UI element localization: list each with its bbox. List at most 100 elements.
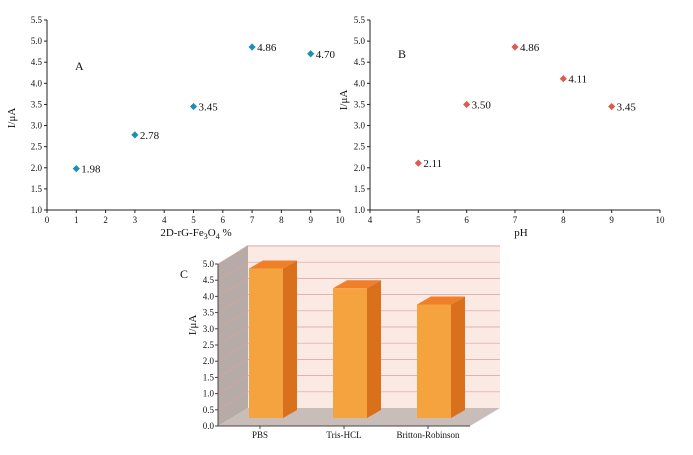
panel-a-point-label: 4.86 xyxy=(257,42,277,54)
panel-c-y-tick-label: 5.0 xyxy=(203,259,215,269)
panel-a-grid-frame xyxy=(46,20,340,211)
panel-a-x-tick-label: 7 xyxy=(250,215,255,225)
panel-a-point xyxy=(248,43,256,51)
panel-a-xlabel-prefix: 2D-rG-Fe xyxy=(160,227,203,239)
panel-c-bar-top xyxy=(249,260,297,269)
panel-b-y-axis-label: I/μA xyxy=(338,90,350,111)
panel-c-bars xyxy=(249,260,465,418)
panel-b-point-label: 3.45 xyxy=(617,102,637,114)
panel-b-x-axis-label: pH xyxy=(514,227,528,239)
panel-c-bar-front xyxy=(249,268,283,418)
panel-a-point-label: 3.45 xyxy=(199,102,219,114)
panel-c-side-wall xyxy=(218,245,248,426)
panel-c-bar-front xyxy=(417,304,451,418)
panel-a-y-tick-label: 3.0 xyxy=(31,121,43,131)
panel-a-y-tick-label: 2.5 xyxy=(31,142,43,152)
panel-b-y-tick-label: 1.5 xyxy=(354,184,366,194)
panel-b-point-label: 2.11 xyxy=(423,158,442,170)
panel-c-y-tick-label: 3.0 xyxy=(203,324,215,334)
panel-b-y-tick-label: 5.5 xyxy=(354,15,366,25)
panel-b: 1.01.52.02.53.03.54.04.55.05.5 4 5 6 7 8 9 10 … xyxy=(338,15,665,239)
panel-a-point xyxy=(131,131,139,139)
panel-c-x-tick-label: Britton-Robinson xyxy=(396,430,460,440)
panel-b-y-tick-label: 5.0 xyxy=(354,36,366,46)
panel-c-bar xyxy=(417,296,465,418)
panel-a-x-tick-label: 9 xyxy=(308,215,313,225)
panel-b-y-tick-label: 4.0 xyxy=(354,78,366,88)
panel-c-y-tick-label: 1.0 xyxy=(203,389,215,399)
panel-b-point xyxy=(414,159,422,167)
panel-a-x-tick-label: 10 xyxy=(336,215,346,225)
panel-a-y-tick-label: 5.0 xyxy=(31,36,43,46)
panel-b-point-label: 4.86 xyxy=(520,42,540,54)
panel-c-y-tick-label: 2.0 xyxy=(203,356,215,366)
panel-a-y-tick-label: 3.5 xyxy=(31,99,43,109)
panel-c-bar xyxy=(333,280,381,418)
panel-a-point-label: 2.78 xyxy=(140,130,160,142)
panel-a-x-tick-label: 8 xyxy=(279,215,284,225)
panel-b-y-tick-label: 3.5 xyxy=(354,99,366,109)
panel-a-xlabel-sub2: 4 xyxy=(216,232,220,241)
panel-b-x-tick-label: 5 xyxy=(416,215,421,225)
panel-b-label: B xyxy=(398,47,406,61)
panel-c-y-tick-label: 2.5 xyxy=(203,340,215,350)
panel-b-x-tick-label: 10 xyxy=(656,215,666,225)
panel-b-points: 2.11 3.50 4.86 4.11 3.45 xyxy=(414,42,637,170)
panel-c-y-axis-label: I/μA xyxy=(187,315,199,336)
panel-b-point xyxy=(608,102,616,111)
panel-a-y-tick-label: 4.0 xyxy=(31,78,43,88)
panel-c-gridline-side xyxy=(217,326,249,346)
panel-c-y-tick-label: 4.5 xyxy=(203,275,215,285)
panel-c-label: C xyxy=(180,267,188,281)
panel-b-x-tick-label: 4 xyxy=(368,215,373,225)
panel-a-x-tick-label: 4 xyxy=(162,215,167,225)
panel-a-y-ticks: 1.0 1.5 2.0 2.5 3.0 3.5 4.0 4.5 5.0 5.5 xyxy=(31,15,47,215)
panel-c-bar-side xyxy=(367,280,381,418)
panel-a-y-tick-label: 1.0 xyxy=(31,205,43,215)
panel-c-x-ticks: PBS Tris-HCL Britton-Robinson xyxy=(252,426,460,440)
panel-b-y-tick-label: 3.0 xyxy=(354,121,366,131)
panel-c-bar-top xyxy=(333,280,381,289)
panel-c-bar xyxy=(249,260,297,418)
panel-c-y-tick-label: 0.5 xyxy=(203,405,215,415)
panel-c-gridline-side xyxy=(217,359,249,378)
panel-c-x-tick-label: Tris-HCL xyxy=(326,430,361,440)
panel-b-y-tick-label: 1.0 xyxy=(354,205,366,215)
panel-b-y-ticks: 1.0 1.5 2.0 2.5 3.0 3.5 4.0 4.5 5.0 5.5 xyxy=(354,15,370,215)
panel-c-gridline-side xyxy=(217,245,249,265)
panel-b-x-ticks: 4 5 6 7 8 9 10 xyxy=(368,210,665,225)
panel-b-point-label: 3.50 xyxy=(472,99,492,111)
panel-a-y-tick-label: 2.0 xyxy=(31,163,43,173)
panel-a-point xyxy=(72,165,80,173)
panel-b-point xyxy=(511,43,519,51)
panel-a-x-axis-label: 2D-rG-Fe3O4 % xyxy=(160,227,231,241)
panel-b-point xyxy=(559,75,567,83)
panel-a-point xyxy=(189,102,198,111)
panel-c-gridline-side xyxy=(217,310,249,330)
panel-a-x-tick-label: 3 xyxy=(133,215,138,225)
panel-b-y-tick-label: 2.0 xyxy=(354,163,366,173)
panel-c-x-tick-label: PBS xyxy=(252,430,268,440)
panel-c-bar-front xyxy=(333,288,367,418)
panel-c-gridline-side xyxy=(217,261,249,281)
panel-b-point-label: 4.11 xyxy=(568,74,587,86)
panel-a-point xyxy=(307,50,315,58)
panel-c-gridline-side xyxy=(217,342,249,362)
panel-a-x-tick-label: 5 xyxy=(191,215,196,225)
panel-c-gridline-side xyxy=(217,391,249,411)
panel-c: 0.0 0.5 1.0 1.5 2.0 2.5 3.0 3.5 4.0 4.5 5.0 PBS Tri… xyxy=(180,245,500,440)
panel-c-gridline-side xyxy=(217,278,249,297)
panel-a-xlabel-mid: O xyxy=(208,227,216,239)
panel-c-bar-side xyxy=(451,296,465,418)
panel-a-point-label: 4.70 xyxy=(316,49,336,61)
panel-c-bar-top xyxy=(417,296,465,305)
panel-b-x-tick-label: 6 xyxy=(464,215,469,225)
panel-a-xlabel-suffix: % xyxy=(220,227,232,239)
panel-a-points: 1.98 2.78 3.45 4.86 4.70 xyxy=(72,42,336,176)
panel-a-x-tick-label: 1 xyxy=(74,215,79,225)
panel-a-y-tick-label: 4.5 xyxy=(31,57,43,67)
panel-b-x-tick-label: 8 xyxy=(561,215,566,225)
panel-c-y-ticks: 0.0 0.5 1.0 1.5 2.0 2.5 3.0 3.5 4.0 4.5 5.0 xyxy=(203,259,218,431)
